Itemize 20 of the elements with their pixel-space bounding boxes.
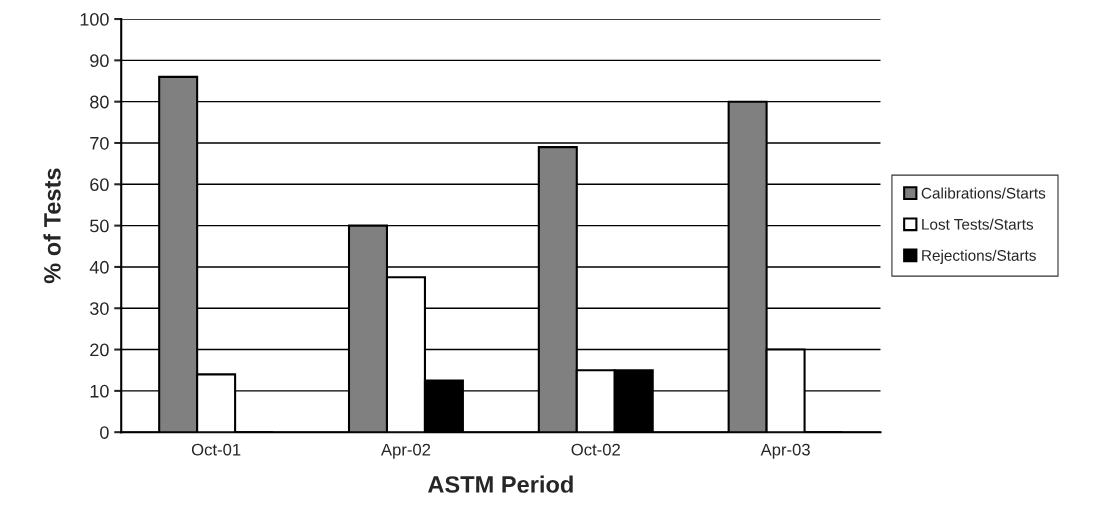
- legend-label: Rejections/Starts: [922, 249, 1036, 264]
- y-tick-label: 90: [90, 54, 109, 68]
- legend-label: Lost Tests/Starts: [922, 218, 1034, 230]
- y-tick-label: 50: [90, 219, 109, 233]
- y-tick-label: 70: [90, 136, 109, 150]
- y-tick-label: 40: [89, 260, 109, 274]
- legend-label: Calibrations/Starts: [921, 187, 1046, 199]
- y-tick-label: 20: [90, 343, 109, 357]
- y-tick-label: 10: [90, 384, 109, 398]
- x-tick-label: Oct-01: [191, 443, 241, 456]
- y-tick-label: 100: [80, 12, 109, 26]
- x-tick-label: Apr-03: [760, 443, 810, 459]
- y-axis-title: % of Tests: [43, 168, 61, 284]
- y-tick-label: 80: [90, 95, 109, 109]
- x-axis-title: ASTM Period: [427, 475, 573, 493]
- x-tick-label: Apr-02: [380, 443, 431, 459]
- y-tick-label: 60: [90, 178, 109, 192]
- x-tick-label: Oct-02: [571, 443, 620, 456]
- y-tick-label: 0: [100, 426, 109, 439]
- y-tick-label: 30: [90, 302, 109, 315]
